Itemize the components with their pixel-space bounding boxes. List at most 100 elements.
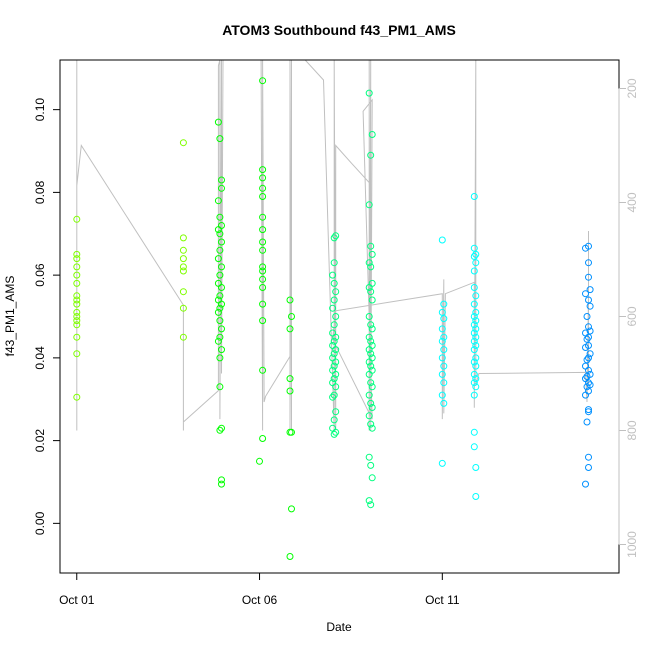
data-point <box>216 292 224 300</box>
data-point <box>586 302 594 310</box>
data-point <box>585 408 592 416</box>
data-point <box>583 335 591 343</box>
data-point <box>218 476 225 484</box>
data-point <box>332 428 340 436</box>
data-point <box>214 337 222 345</box>
data-point <box>259 263 267 271</box>
data-point <box>218 480 225 488</box>
data-point <box>218 184 225 192</box>
data-point <box>329 393 337 401</box>
data-point <box>472 317 480 325</box>
data-point <box>214 197 222 205</box>
data-point <box>470 337 478 345</box>
data-point <box>367 151 375 159</box>
y-tick-label: 0.02 <box>33 429 47 453</box>
data-point <box>73 279 81 287</box>
data-point <box>472 292 480 300</box>
data-point <box>73 263 81 271</box>
data-point <box>470 267 478 275</box>
data-point <box>472 375 480 383</box>
data-point <box>365 201 373 209</box>
data-point <box>472 325 480 333</box>
data-point <box>470 358 478 366</box>
data-point <box>218 325 225 333</box>
data-point <box>330 416 338 424</box>
data-point <box>365 497 373 505</box>
data-point <box>73 393 81 401</box>
data-point <box>438 236 446 244</box>
data-point <box>330 337 338 345</box>
data-point <box>330 234 338 242</box>
data-point <box>259 226 267 234</box>
data-point <box>583 373 591 380</box>
data-point <box>585 379 592 387</box>
data-point <box>330 350 338 358</box>
data-point <box>470 193 478 200</box>
data-point <box>470 379 478 387</box>
data-point <box>259 284 267 291</box>
data-point <box>179 234 187 242</box>
data-points-layer <box>73 77 594 560</box>
data-point <box>583 383 591 391</box>
data-point <box>582 391 589 399</box>
data-point <box>472 383 480 391</box>
data-point <box>216 213 224 221</box>
data-point <box>367 263 375 271</box>
data-point <box>470 428 478 436</box>
data-point <box>330 321 338 329</box>
data-point <box>259 317 267 325</box>
data-point <box>367 321 375 329</box>
data-point <box>582 344 589 351</box>
data-point <box>332 313 340 320</box>
data-point <box>329 271 337 279</box>
data-point <box>216 426 224 434</box>
data-point <box>179 263 187 271</box>
data-point <box>585 354 592 362</box>
data-point <box>216 246 224 254</box>
data-point <box>365 346 373 354</box>
data-point <box>330 296 338 304</box>
pressure-line-layer <box>76 59 589 431</box>
data-point <box>259 193 267 200</box>
data-point <box>367 337 375 345</box>
data-point <box>368 404 376 411</box>
x-tick-label: Oct 01 <box>59 593 95 607</box>
data-point <box>259 166 267 174</box>
data-point <box>288 313 295 320</box>
y-axis-label: f43_PM1_AMS <box>3 276 17 357</box>
data-point <box>585 406 592 414</box>
data-point <box>365 412 373 420</box>
data-point <box>329 304 337 312</box>
data-point <box>440 333 448 341</box>
data-point <box>438 370 446 378</box>
data-point <box>218 284 225 291</box>
data-point <box>218 346 225 354</box>
x-axis-label: Date <box>326 620 352 634</box>
data-point <box>218 424 225 432</box>
data-point <box>218 300 225 308</box>
data-point <box>440 399 448 407</box>
data-point <box>367 288 375 296</box>
data-point <box>585 242 592 250</box>
data-point <box>286 325 294 333</box>
data-point <box>332 370 340 378</box>
data-point <box>179 304 187 312</box>
data-point <box>583 356 591 364</box>
data-point <box>179 255 187 263</box>
data-point <box>365 370 373 378</box>
data-point <box>218 263 225 271</box>
data-point <box>368 474 376 482</box>
data-point <box>73 333 81 341</box>
data-point <box>286 387 294 395</box>
data-point <box>73 255 81 263</box>
data-point <box>332 333 340 341</box>
data-point <box>440 346 448 354</box>
data-point <box>365 284 373 291</box>
data-point <box>472 493 480 500</box>
data-point <box>365 89 373 97</box>
data-point <box>585 464 592 471</box>
data-point <box>73 292 81 300</box>
data-point <box>259 366 267 374</box>
data-point <box>216 271 224 279</box>
data-point <box>259 275 267 283</box>
